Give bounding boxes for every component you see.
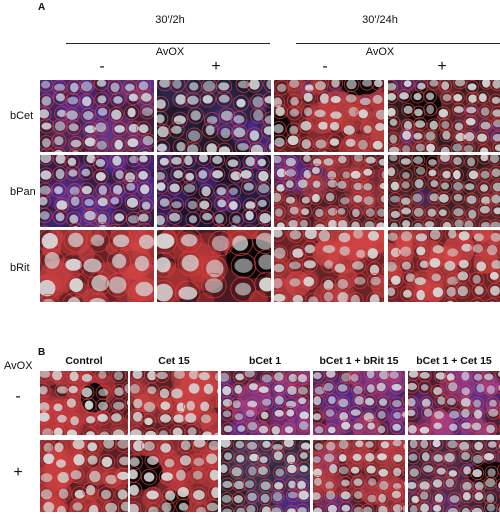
micrograph-b-cet15-minus: [130, 371, 218, 435]
micrograph-image: [40, 371, 128, 435]
panel-letter-a: A: [38, 2, 46, 13]
micrograph-image: [274, 80, 384, 152]
micrograph-b-bcet1-plus: [221, 440, 310, 512]
row-label-bcet: bCet: [10, 110, 34, 122]
micrograph-b-control-minus: [40, 371, 128, 435]
header-divider-left: [66, 43, 270, 44]
micrograph-image: [40, 80, 154, 152]
micrograph-image: [274, 155, 384, 227]
micrograph-image: [221, 371, 310, 435]
row-label-brit: bRit: [10, 262, 30, 274]
micrograph-image: [40, 155, 154, 227]
micrograph-brit-24h-minus: [274, 230, 384, 302]
col-header-bcet1-brit15: bCet 1 + bRit 15: [319, 355, 399, 367]
micrograph-bcet-2h-minus: [40, 80, 154, 152]
micrograph-b-cet15-plus: [130, 440, 218, 512]
sign-a-col3: -: [322, 58, 328, 75]
micrograph-image: [40, 440, 128, 512]
micrograph-b-bcet1-minus: [221, 371, 310, 435]
avox-label-right: AvOX: [365, 46, 395, 58]
micrograph-image: [313, 440, 405, 512]
sign-a-col2: +: [211, 58, 221, 75]
micrograph-b-bcet1-cet15-plus: [408, 440, 500, 512]
micrograph-image: [130, 371, 218, 435]
micrograph-image: [408, 440, 500, 512]
avox-label-left: AvOX: [155, 46, 185, 58]
micrograph-b-bcet1-brit15-plus: [313, 440, 405, 512]
col-header-bcet1-cet15: bCet 1 + Cet 15: [416, 355, 492, 367]
micrograph-image: [157, 230, 271, 302]
micrograph-bpan-24h-plus: [388, 155, 500, 227]
sign-b-row1: -: [15, 388, 21, 405]
micrograph-image: [388, 230, 500, 302]
avox-label-b: AvOX: [4, 360, 33, 372]
micrograph-image: [157, 80, 271, 152]
micrograph-image: [157, 155, 271, 227]
micrograph-bcet-24h-plus: [388, 80, 500, 152]
micrograph-brit-24h-plus: [388, 230, 500, 302]
time-header-24h: 30′/24h: [362, 14, 398, 26]
micrograph-b-bcet1-brit15-minus: [313, 371, 405, 435]
sign-a-col4: +: [437, 58, 447, 75]
col-header-cet15: Cet 15: [158, 355, 190, 367]
micrograph-bpan-24h-minus: [274, 155, 384, 227]
micrograph-bcet-24h-minus: [274, 80, 384, 152]
micrograph-b-control-plus: [40, 440, 128, 512]
col-header-control: Control: [65, 355, 103, 367]
micrograph-bpan-2h-plus: [157, 155, 271, 227]
micrograph-image: [408, 371, 500, 435]
header-divider-right: [296, 43, 500, 44]
micrograph-bcet-2h-plus: [157, 80, 271, 152]
micrograph-brit-2h-plus: [157, 230, 271, 302]
micrograph-image: [221, 440, 310, 512]
sign-a-col1: -: [99, 58, 105, 75]
micrograph-image: [388, 155, 500, 227]
col-header-bcet1: bCet 1: [248, 355, 282, 367]
micrograph-image: [388, 80, 500, 152]
panel-letter-b: B: [38, 347, 46, 358]
micrograph-b-bcet1-cet15-minus: [408, 371, 500, 435]
micrograph-image: [130, 440, 218, 512]
row-label-bpan: bPan: [10, 186, 36, 198]
sign-b-row2: +: [13, 464, 23, 481]
micrograph-bpan-2h-minus: [40, 155, 154, 227]
micrograph-image: [274, 230, 384, 302]
micrograph-image: [40, 230, 154, 302]
time-header-2h: 30′/2h: [155, 14, 185, 26]
micrograph-image: [313, 371, 405, 435]
micrograph-brit-2h-minus: [40, 230, 154, 302]
